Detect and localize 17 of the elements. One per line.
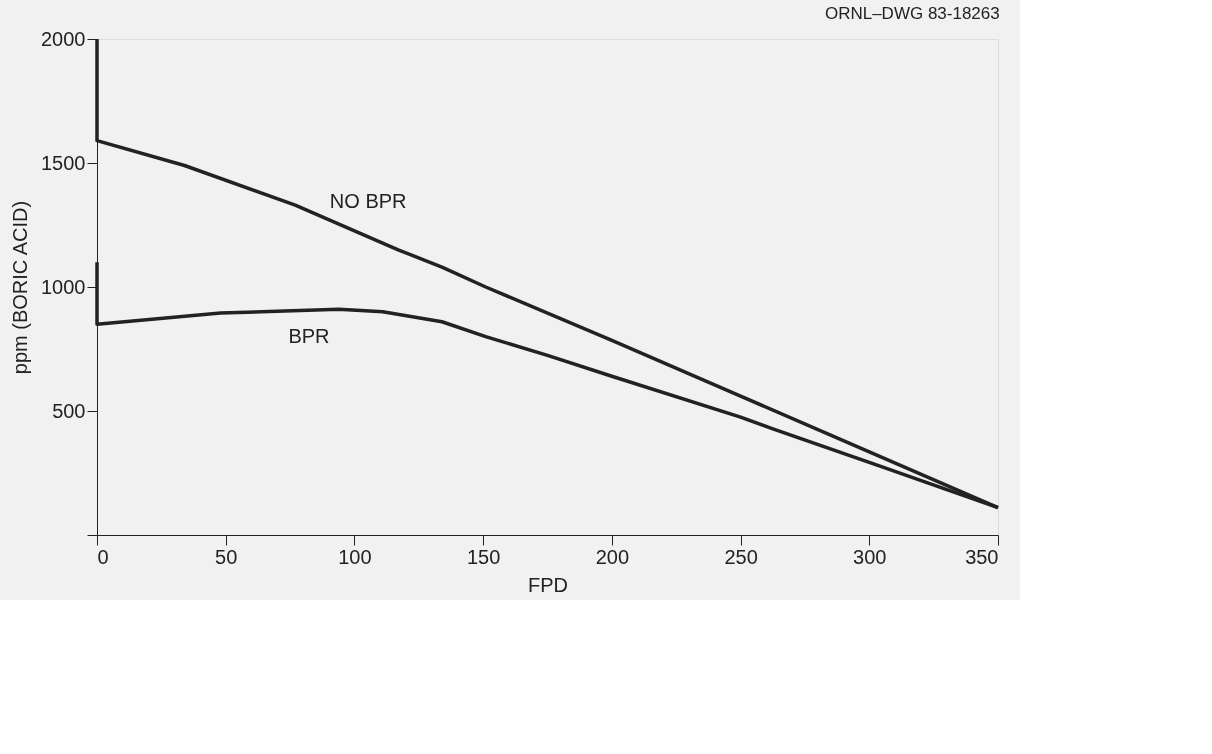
x-tick-label: 50 — [215, 545, 238, 568]
x-tick-label: 250 — [724, 545, 758, 568]
x-tick-label: 100 — [338, 545, 372, 568]
x-tick-label: 0 — [97, 545, 109, 568]
y-tick-label: 2000 — [41, 27, 86, 50]
text: ORNL–DWG 83-18263 — [824, 4, 1000, 23]
y-tick-label: 1500 — [41, 151, 86, 174]
series-label: NO BPR — [329, 189, 407, 212]
y-tick-label: 500 — [52, 399, 86, 422]
y-axis-title: ppm (BORIC ACID) — [9, 200, 32, 375]
x-tick-label: 200 — [595, 545, 630, 568]
series-label: BPR — [288, 325, 330, 348]
y-tick-label: 1000 — [41, 275, 86, 298]
x-tick-label: 350 — [965, 545, 999, 568]
x-tick-label: 150 — [466, 545, 501, 568]
x-axis-title: FPD — [528, 573, 568, 596]
x-tick-label: 300 — [853, 545, 887, 568]
